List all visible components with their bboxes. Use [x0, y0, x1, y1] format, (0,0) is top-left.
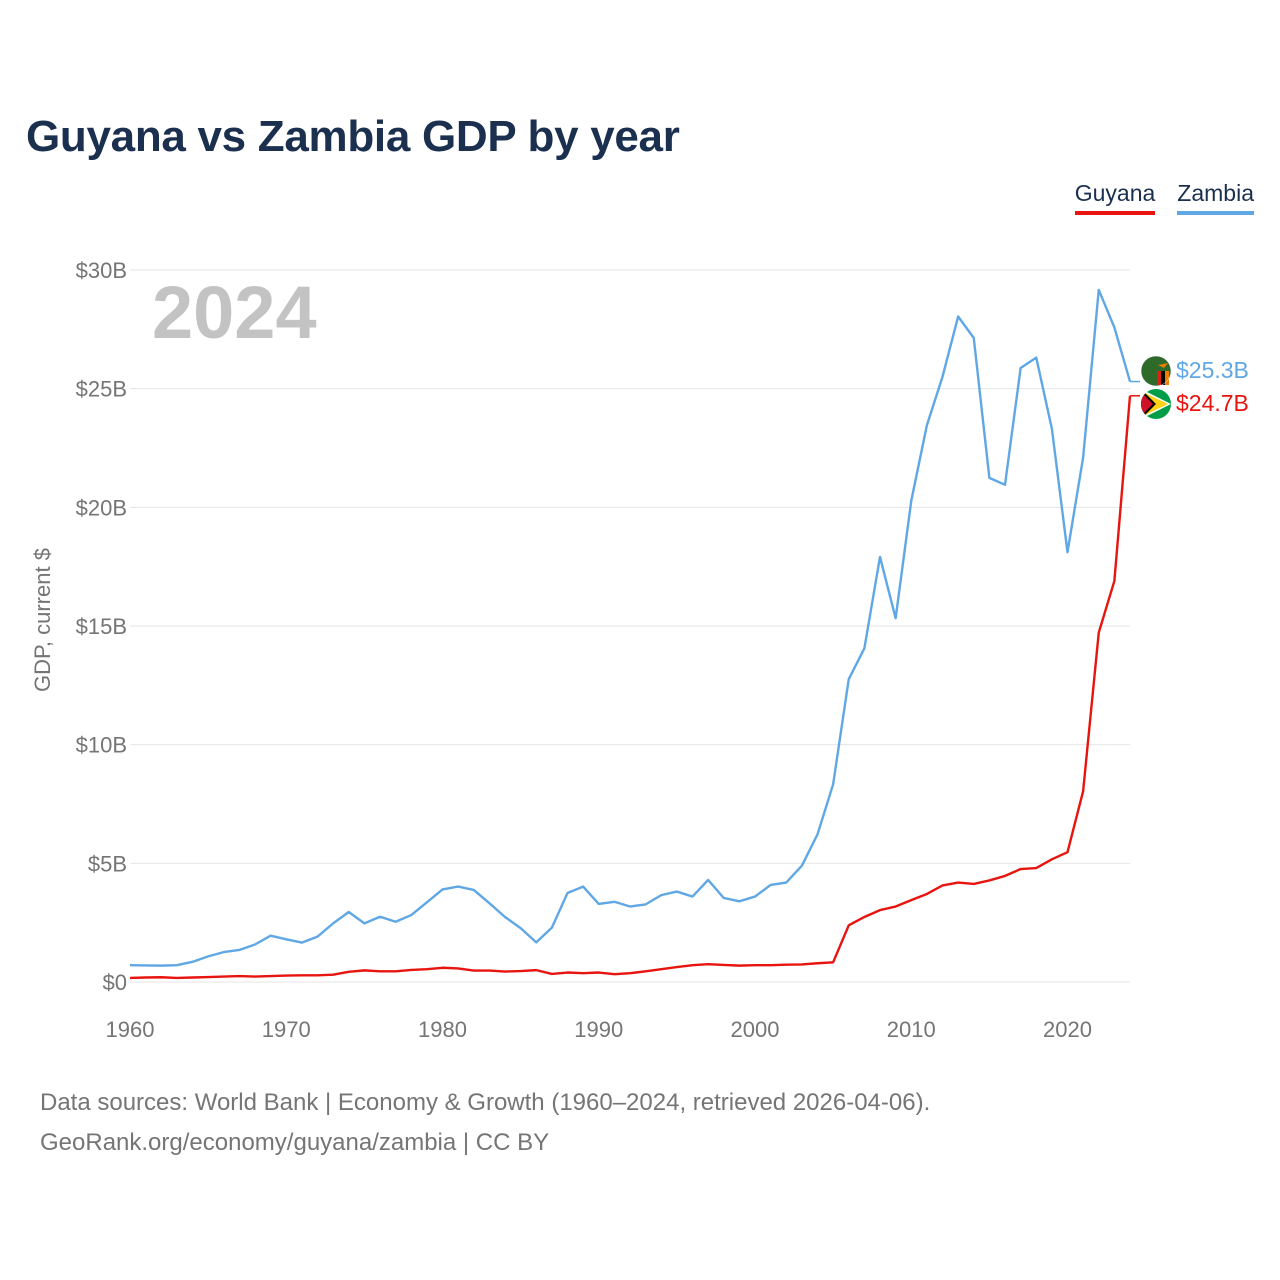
y-axis-ticks: $0 $5B $10B $15B $20B $25B $30B [76, 258, 127, 995]
series-lines [129, 288, 1140, 980]
x-tick-label: 2000 [731, 1017, 780, 1042]
y-tick-label: $25B [76, 377, 127, 402]
series-line-guyana[interactable] [129, 395, 1132, 980]
x-tick-label: 2020 [1043, 1017, 1092, 1042]
credit-line[interactable]: GeoRank.org/economy/guyana/zambia | CC B… [40, 1129, 550, 1156]
y-tick-label: $20B [76, 495, 127, 520]
legend-swatch-guyana [1074, 211, 1156, 215]
end-labels: $25.3B $24.7B [1176, 357, 1249, 416]
gdp-line-chart: $0$5B$10B$15B$20B$25B$30B 1960 1970 1980 19… [30, 258, 1249, 1042]
legend-item-zambia[interactable]: Zambia [1177, 180, 1254, 215]
source-line: Data sources: World Bank | Economy & Gro… [40, 1089, 931, 1116]
end-label-guyana: $24.7B [1176, 390, 1249, 416]
grid-lines [130, 269, 1130, 983]
y-tick-label: $10B [76, 733, 127, 758]
zambia-flag-icon [1140, 355, 1172, 387]
end-markers [1140, 355, 1172, 419]
y-tick-label: $0 [103, 970, 127, 995]
y-tick-label: $5B [88, 851, 127, 876]
x-tick-label: 1990 [574, 1017, 623, 1042]
y-axis-label: GDP, current $ [30, 548, 55, 692]
legend-item-guyana[interactable]: Guyana [1074, 180, 1156, 215]
footer: Data sources: World Bank | Economy & Gro… [40, 1083, 930, 1163]
x-tick-label: 1970 [262, 1017, 311, 1042]
guyana-flag-icon [1141, 389, 1171, 419]
x-tick-label: 1980 [418, 1017, 467, 1042]
year-watermark: 2024 [152, 271, 317, 354]
x-tick-label: 2010 [887, 1017, 936, 1042]
x-axis-ticks: 1960 1970 1980 1990 2000 2010 2020 [106, 1017, 1092, 1042]
end-label-zambia: $25.3B [1176, 357, 1249, 383]
page-title: Guyana vs Zambia GDP by year [26, 112, 680, 161]
legend-swatch-zambia [1177, 211, 1254, 215]
y-tick-label: $30B [76, 258, 127, 283]
legend: Guyana Zambia [1074, 180, 1254, 215]
legend-label-zambia: Zambia [1177, 180, 1254, 206]
x-tick-label: 1960 [106, 1017, 155, 1042]
legend-label-guyana: Guyana [1074, 180, 1156, 206]
series-line-zambia[interactable] [129, 288, 1132, 967]
y-tick-label: $15B [76, 614, 127, 639]
